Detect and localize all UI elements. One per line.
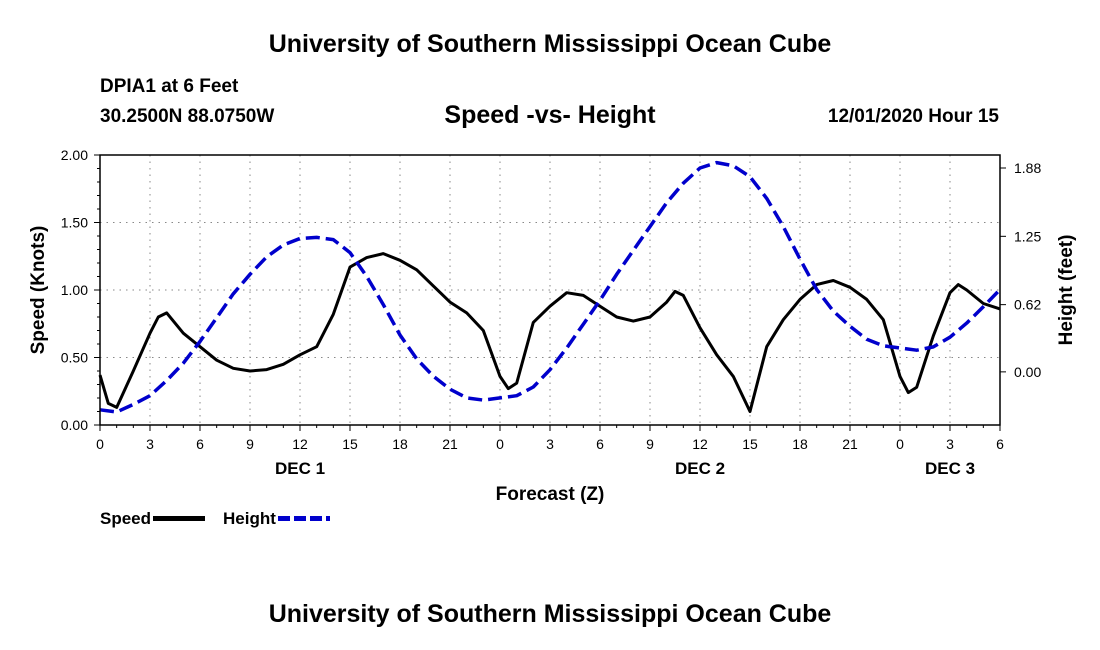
station-label: DPIA1 at 6 Feet (100, 76, 239, 97)
chart-grid (100, 155, 1000, 425)
y-left-tick-label: 1.00 (61, 282, 88, 298)
x-tick-label: 12 (692, 436, 708, 452)
x-tick-label: 6 (196, 436, 204, 452)
x-axis-label: Forecast (Z) (496, 484, 605, 505)
x-tick-label: 3 (146, 436, 154, 452)
legend-speed-label: Speed (100, 508, 152, 528)
y-right-tick-label: 1.25 (1014, 228, 1041, 244)
y-left-tick-label: 0.00 (61, 417, 88, 433)
coordinates-label: 30.2500N 88.0750W (100, 106, 275, 127)
page-title-bottom: University of Southern Mississippi Ocean… (268, 600, 832, 628)
y-left-tick-label: 0.50 (61, 350, 88, 366)
series-line-height (99, 160, 1002, 414)
chart-title: Speed -vs- Height (444, 101, 656, 129)
y-axis-right-label: Height (feet) (1056, 235, 1077, 346)
x-tick-label: 6 (596, 436, 604, 452)
x-tick-label: 21 (442, 436, 458, 452)
y-left-tick-label: 2.00 (61, 147, 88, 163)
x-tick-label: 12 (292, 436, 308, 452)
x-tick-label: 0 (496, 436, 504, 452)
y-right-tick-label: 0.00 (1014, 364, 1041, 380)
x-tick-label: 15 (742, 436, 758, 452)
x-tick-label: 0 (96, 436, 104, 452)
x-tick-label: 18 (392, 436, 408, 452)
x-tick-label: 15 (342, 436, 358, 452)
y-right-tick-label: 0.62 (1014, 297, 1041, 313)
x-tick-label: 21 (842, 436, 858, 452)
y-axis-left-label: Speed (Knots) (28, 226, 49, 355)
chart-ticks: 0 3 6 9 12 15 18 21 0 3 6 9 12 15 18 21 0 3 6 DEC 1 DEC 2 DEC… (61, 147, 1042, 478)
forecast-timestamp: 12/01/2020 Hour 15 (827, 106, 999, 127)
x-tick-label: 3 (946, 436, 954, 452)
chart-series-layer (98, 160, 1002, 414)
legend-speed-swatch (153, 516, 206, 522)
x-tick-label: 0 (896, 436, 904, 452)
x-tick-label: 9 (246, 436, 254, 452)
x-tick-label: 9 (646, 436, 654, 452)
day-label: DEC 2 (675, 459, 725, 478)
day-label: DEC 3 (925, 459, 975, 478)
legend-height-swatch (277, 516, 330, 522)
legend-height-label: Height (223, 508, 276, 528)
x-tick-label: 18 (792, 436, 808, 452)
x-tick-label: 3 (546, 436, 554, 452)
page-title-top: University of Southern Mississippi Ocean… (268, 30, 832, 58)
chart-legend: Speed Height (100, 508, 348, 529)
x-tick-label: 6 (996, 436, 1004, 452)
series-line-speed (98, 252, 1001, 413)
day-label: DEC 1 (275, 459, 325, 478)
y-left-tick-label: 1.50 (61, 215, 88, 231)
y-right-tick-label: 1.88 (1014, 160, 1041, 176)
